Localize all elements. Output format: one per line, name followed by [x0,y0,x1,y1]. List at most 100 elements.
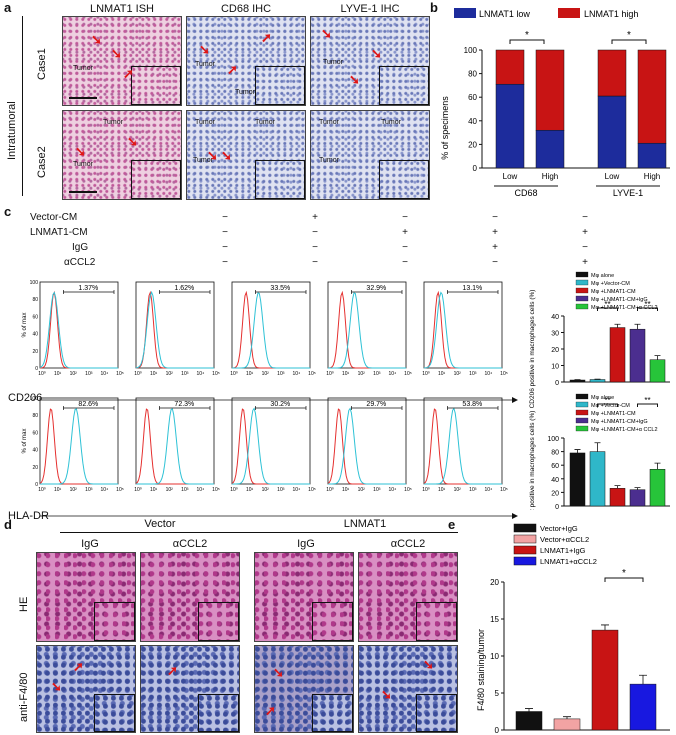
arrow-icon: ➘ [51,679,62,694]
micrograph-d-f480-vector-igg: ➘ ➚ [36,645,136,733]
hist-x-tick: 10³ [181,371,189,377]
histogram-frame [39,281,119,369]
hist-curve [423,408,502,485]
row-label-f480: anti-F4/80 [18,672,30,722]
hist-x-tick: 10¹ [438,371,446,377]
gate-percent: 30.2% [270,401,290,408]
hist-curve [231,290,310,369]
hist-x-tick: 10⁴ [389,371,397,377]
bar [591,629,619,731]
histogram-frame [135,281,215,369]
condition-sign: + [582,257,588,268]
micrograph-d-he-vector-accl2 [140,552,240,642]
gate-percent: 72.3% [174,401,194,408]
y-tick-label: 10 [551,364,559,371]
condition-sign: − [492,212,498,223]
legend-swatch [575,287,589,294]
hist-y-tick: 100 [30,280,39,286]
panel-b-ylabel: % of specimens [440,96,450,160]
inset [131,160,181,199]
panel-label-a: a [4,0,12,15]
legend-swatch [575,303,589,310]
bar [629,489,646,507]
legend-label: Vector+IgG [540,524,578,533]
legend-label: LNMAT1+IgG [540,546,586,555]
hist-x-tick: 10⁰ [134,487,142,493]
gate-percent: 13.1% [462,285,482,292]
histogram: 10⁰ 10¹ 10² 10³ 10⁴ 10⁵ 72.3% [134,397,220,493]
header-cd68-ihc: CD68 IHC [220,3,272,15]
hist-curve [327,290,406,369]
x-tick-label: Low [503,172,518,181]
bar-low [535,129,565,169]
hist-curve [232,407,310,485]
error-bar [601,624,609,631]
micrograph-a-lyve1-case1: Tumor ➘ ➘ ➘ [310,16,430,106]
y-tick-label: 0 [555,380,559,387]
hist-y-tick: 40 [32,448,38,454]
micrograph-d-he-lnmat1-igg [254,552,354,642]
sig-marker: ** [644,396,650,405]
x-tick-label: High [644,172,660,181]
x-tick-label: High [542,172,558,181]
legend-swatch [513,534,537,544]
bar-low [637,142,667,169]
gate-bracket [447,290,499,294]
hist-x-tick: 10⁴ [389,487,397,493]
condition-sign: − [222,257,228,268]
y-tick-label: 20 [468,140,477,149]
y-tick-label: 20 [490,578,499,587]
hist-x-tick: 10² [262,371,270,377]
bar-low [495,83,525,169]
legend-label: Mφ +LNMAT1-CM+IgG [591,419,648,425]
hist-x-tick: 10⁵ [404,487,412,493]
legend-label: Mφ +Vector-CM [591,403,630,409]
y-tick-label: 15 [490,615,499,624]
cond-accl2: αCCL2 [64,257,96,268]
micrograph-a-cd68-case2: Tumor Tumor Tumor ➘ ➘ [186,110,306,200]
hist-x-tick: 10³ [373,487,381,493]
condition-sign: − [582,212,588,223]
histogram: 10⁰ 10¹ 10² 10³ 10⁴ 10⁵ 33.5% [230,281,316,377]
sig-marker: ** [604,300,610,309]
gate-percent: 53.8% [462,401,482,408]
legend-swatch [575,295,589,302]
histogram: 0 20 40 60 80 100 % of max 10⁰ 10¹ 10² 10³ 10⁴ 10⁵ 82… [22,396,124,493]
panel-b-chart: LNMAT1 low LNMAT1 high % of specimens 0 2… [440,8,670,198]
bar [569,379,586,383]
bar [649,359,666,383]
arrow-icon: ➘ [207,148,218,163]
gate-bracket [255,406,307,410]
gate-percent: 32.9% [366,285,386,292]
legend-label: Mφ alone [591,395,614,401]
bar [553,718,581,731]
condition-sign: − [312,257,318,268]
panel-e-ylabel: F4/80 staining/tumor [476,629,486,711]
bar-high [637,49,667,144]
hist-curve [135,290,214,369]
inset [379,66,429,105]
hist-x-tick: 10¹ [342,371,350,377]
y-tick-label: 60 [551,463,559,470]
intratumoral-bracket [22,16,23,196]
arrow-icon: ➚ [167,663,178,678]
legend-label: Mφ +LNMAT1-CM+IgG [591,297,648,303]
sig-lyve1: * [627,30,631,41]
sig-bracket-lyve1 [611,39,647,44]
legend-swatch [513,523,537,533]
hist-x-tick: 10⁴ [485,371,493,377]
hist-x-tick: 10¹ [54,371,62,377]
arrow-icon: ➘ [91,32,102,47]
hist-x-tick: 10⁵ [116,371,124,377]
bar-chart-hladr: 0 20 40 60 80 100 HLA-DR positive in macrophag… [529,396,670,510]
sub-igg-lnmat1: IgG [297,538,315,550]
hist-x-tick: 10⁴ [293,371,301,377]
hist-x-tick: 10⁵ [212,371,220,377]
hist-x-tick: 10⁵ [500,371,508,377]
hist-x-tick: 10³ [85,487,93,493]
y-tick-label: 60 [468,93,477,102]
arrow-icon: ➚ [73,659,84,674]
hist-x-tick: 10² [454,371,462,377]
hist-x-tick: 10⁰ [134,371,142,377]
gate-bracket [63,290,115,294]
